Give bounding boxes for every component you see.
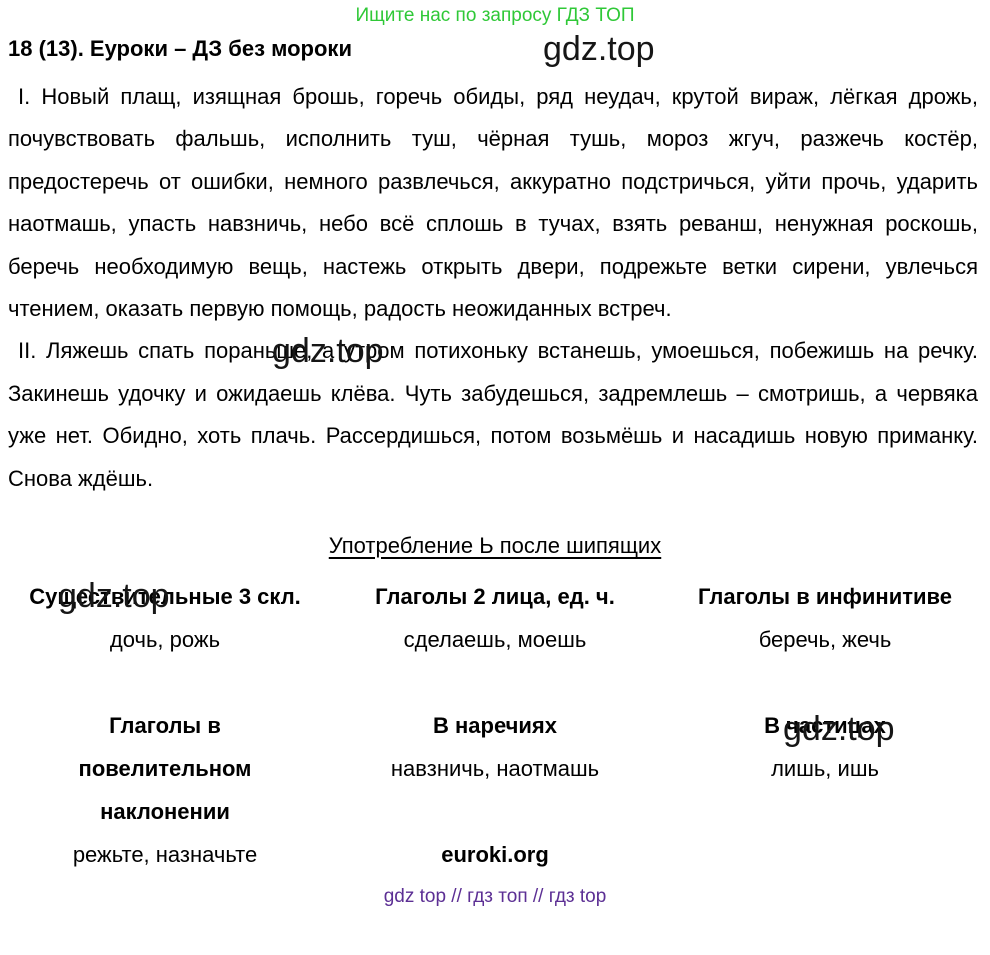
paragraph-part-1: I. Новый плащ, изящная брошь, горечь оби… xyxy=(8,84,978,322)
header-cell-particles: В частицах xyxy=(764,713,886,739)
header-cell-verbs-imperative: Глаголы в повелительном наклонении xyxy=(78,713,252,825)
value-cell-nouns-examples: дочь, рожь xyxy=(109,627,221,653)
table-row-2: Глаголы в повелительном наклонении режьт… xyxy=(0,704,990,876)
value-cell-imperative-examples: режьте, назначьте xyxy=(72,842,258,868)
table-caption-text: Употребление Ь после шипящих xyxy=(328,533,662,559)
table-caption: Употребление Ь после шипящих xyxy=(0,524,990,567)
table-row-1-values: дочь, рожь сделаешь, моешь беречь, жечь xyxy=(0,618,990,661)
column-adverbs: В наречиях навзничь, наотмашь euroki.org xyxy=(330,704,660,876)
watermark-gdz-top-4: gdz.top xyxy=(783,710,895,748)
table-row-1-headers: Существительные 3 скл. Глаголы 2 лица, е… xyxy=(0,575,990,618)
header-cell-verbs-2nd-person: Глаголы 2 лица, ед. ч. xyxy=(375,584,615,610)
header-cell-verbs-infinitive: Глаголы в инфинитиве xyxy=(697,584,953,610)
watermark-gdz-top-1: gdz.top xyxy=(543,30,655,68)
footer-tags: gdz top // гдз топ // гдз top xyxy=(383,886,607,908)
header-cell-adverbs: В наречиях xyxy=(432,713,558,739)
value-cell-adverbs-examples: навзничь, наотмашь xyxy=(390,756,600,782)
column-imperative: Глаголы в повелительном наклонении режьт… xyxy=(0,704,330,876)
header-cell-nouns-3rd-decl: Существительные 3 скл. xyxy=(29,584,301,610)
promo-banner: Ищите нас по запросу ГДЗ ТОП xyxy=(355,5,635,26)
page-title: 18 (13). Еуроки – ДЗ без мороки xyxy=(8,36,352,61)
column-particles: В частицах лишь, ишь xyxy=(660,704,990,790)
watermark-gdz-top-3: gdz.top xyxy=(58,577,170,615)
watermark-gdz-top-2: gdz.top xyxy=(272,332,384,370)
exercise-text: I. Новый плащ, изящная брошь, горечь оби… xyxy=(8,76,978,500)
value-cell-2nd-person-examples: сделаешь, моешь xyxy=(403,627,587,653)
site-label-euroki: euroki.org xyxy=(441,842,549,868)
value-cell-particles-examples: лишь, ишь xyxy=(771,756,879,782)
usage-table: Употребление Ь после шипящих Существител… xyxy=(0,524,990,876)
value-cell-infinitive-examples: беречь, жечь xyxy=(758,627,892,653)
paragraph-part-2: II. Ляжешь спать пораньше, а утром потих… xyxy=(8,338,978,491)
